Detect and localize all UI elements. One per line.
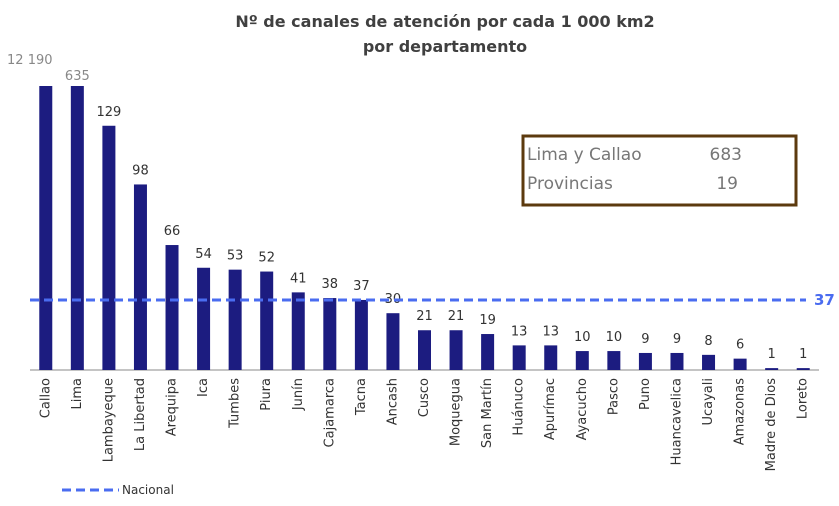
data-label: 52 [258, 251, 275, 266]
data-label: 98 [132, 163, 149, 178]
x-tick-label: Cusco [417, 378, 432, 417]
x-tick-label: Apurímac [543, 378, 558, 440]
x-tick-label: Cajamarca [322, 378, 337, 447]
data-label: 38 [322, 277, 339, 292]
data-label: 66 [164, 224, 181, 239]
data-label: 37 [353, 279, 370, 294]
bar [544, 345, 558, 370]
bar [418, 330, 431, 370]
box-label: Lima y Callao [527, 145, 642, 165]
bar [70, 86, 84, 371]
data-label: 8 [704, 334, 712, 349]
bar [481, 334, 495, 370]
x-tick-label: Amazonas [733, 378, 748, 446]
data-label: 21 [416, 309, 433, 324]
data-label: 9 [641, 332, 649, 347]
data-label: 9 [673, 332, 681, 347]
bar [102, 125, 116, 370]
chart-title: por departamento [363, 37, 527, 56]
data-label: 12 190 [7, 53, 53, 68]
bar [638, 352, 652, 370]
data-label: 21 [448, 309, 465, 324]
data-label: 13 [511, 324, 528, 339]
data-label: 41 [290, 271, 307, 286]
x-tick-label: Arequipa [165, 378, 180, 436]
bar [765, 368, 779, 370]
bar [323, 298, 337, 370]
x-tick-label: Tacna [354, 378, 369, 416]
reference-label: 37 [814, 291, 835, 309]
bar [228, 269, 242, 370]
box-value: 19 [716, 174, 738, 194]
x-tick-label: Ucayali [701, 378, 716, 426]
data-label: 1 [768, 347, 776, 362]
x-tick-label: Huánuco [512, 378, 527, 436]
x-tick-label: Ayacucho [575, 378, 590, 440]
bar [165, 245, 179, 370]
bar [670, 352, 684, 370]
x-tick-label: Puno [638, 378, 653, 410]
box-value: 683 [710, 145, 742, 165]
bar [796, 368, 810, 370]
x-tick-label: Piura [259, 378, 274, 411]
data-label: 129 [96, 105, 121, 120]
x-tick-label: Moquegua [449, 378, 464, 446]
x-tick-label: Callao [38, 378, 53, 418]
bar [575, 351, 589, 370]
x-tick-label: La Libertad [133, 378, 148, 451]
data-label: 10 [606, 330, 623, 345]
x-tick-label: Ancash [385, 378, 400, 425]
bar [291, 292, 305, 370]
bar [512, 345, 526, 370]
data-label: 53 [227, 249, 244, 264]
x-tick-label: Tumbes [228, 378, 243, 429]
bar [133, 184, 147, 370]
bar [197, 267, 211, 370]
x-tick-label: Pasco [606, 378, 621, 415]
data-label: 54 [195, 247, 212, 262]
x-tick-label: Lima [70, 378, 85, 409]
bar [733, 358, 747, 370]
bar [386, 313, 400, 370]
x-tick-label: Madre de Dios [764, 378, 779, 472]
data-label: 1 [799, 347, 807, 362]
x-tick-label: Lambayeque [101, 378, 116, 462]
legend-label: Nacional [122, 483, 174, 497]
x-tick-label: Loreto [796, 378, 811, 419]
data-label: 10 [574, 330, 591, 345]
summary-box [521, 134, 798, 207]
x-tick-label: Junín [291, 378, 306, 411]
box-label: Provincias [527, 174, 613, 194]
data-label: 13 [542, 324, 559, 339]
x-tick-label: San Martín [480, 378, 495, 448]
x-tick-label: Huancavelica [669, 378, 684, 465]
data-label: 6 [736, 338, 744, 353]
bar [702, 354, 716, 370]
x-tick-label: Ica [196, 378, 211, 397]
data-label: 635 [65, 69, 90, 84]
chart-title: Nº de canales de atención por cada 1 000… [235, 12, 654, 31]
data-label: 19 [479, 313, 496, 328]
bar [607, 351, 621, 370]
bar [354, 299, 368, 370]
data-label: 30 [385, 292, 402, 307]
bar [449, 330, 463, 370]
bar [260, 271, 274, 370]
